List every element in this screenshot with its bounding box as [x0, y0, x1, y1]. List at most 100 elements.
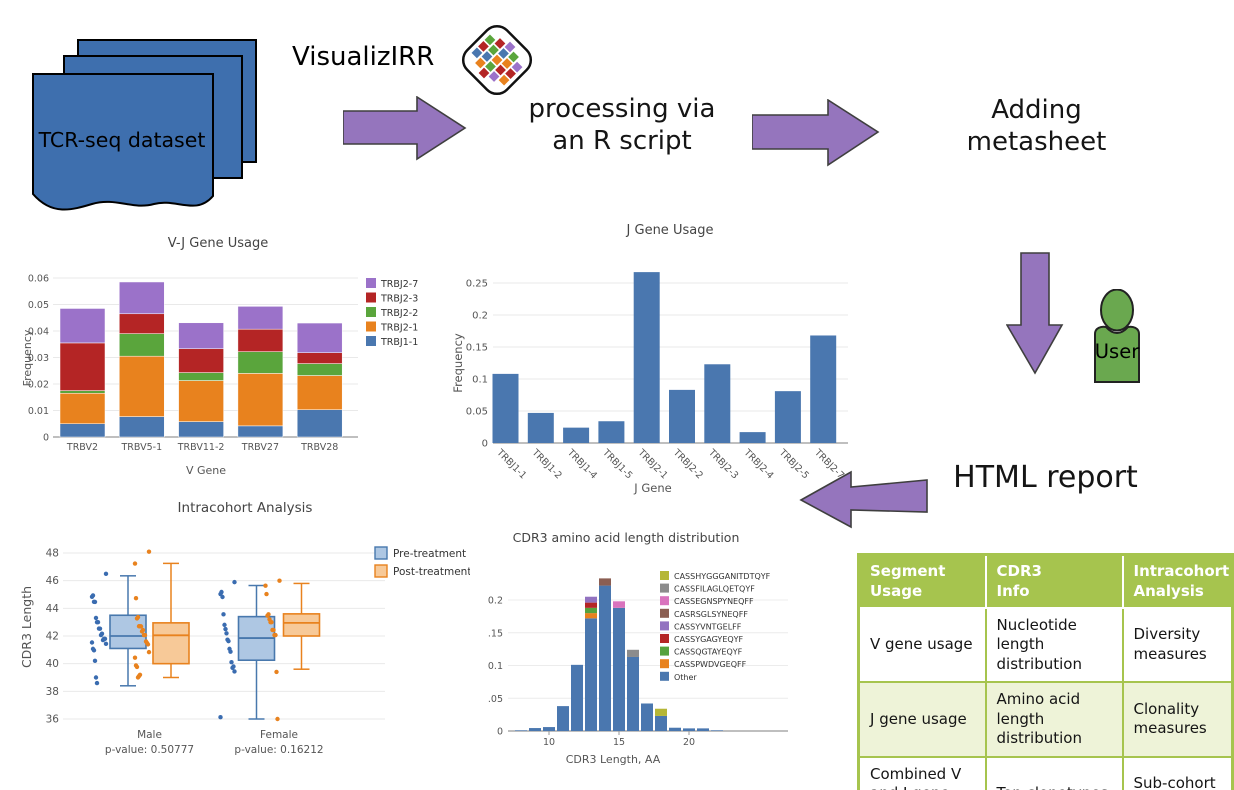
processing-step-line1: processing via [528, 93, 716, 124]
svg-text:40: 40 [46, 658, 59, 670]
metasheet-step-line2: metasheet [966, 127, 1107, 157]
svg-text:0.05: 0.05 [28, 300, 49, 311]
svg-text:0: 0 [482, 439, 488, 450]
svg-text:TRBJ2-2: TRBJ2-2 [380, 308, 418, 319]
table-cell: Diversity measures [1121, 606, 1234, 683]
svg-text:TRBJ2-4: TRBJ2-4 [741, 447, 776, 482]
dataset-documents-icon: TCR-seq dataset [32, 39, 257, 211]
j-gene-usage-chart: 0 0.05 0.1 0.15 0.2 0.25 TRBJ1-1 TRBJ1-2 TRBJ1-4… [451, 223, 848, 495]
svg-text:Intracohort Analysis: Intracohort Analysis [178, 500, 313, 516]
html-report-box: HTML report [940, 417, 1151, 539]
svg-text:CASRSGLSYNEQFF: CASRSGLSYNEQFF [674, 610, 748, 619]
svg-text:0.2: 0.2 [488, 596, 503, 607]
svg-text:TRBJ1-5: TRBJ1-5 [600, 447, 635, 482]
table-cell: Top clonotypes [984, 755, 1124, 790]
table-header-cell: CDR3 Info [984, 553, 1124, 609]
visualizirr-logo-icon [461, 24, 533, 96]
table-row: Combined V and J gene usageTop clonotype… [857, 755, 1234, 790]
svg-text:CASSPWDVGEQFF: CASSPWDVGEQFF [674, 660, 747, 669]
svg-text:0.25: 0.25 [466, 279, 488, 290]
svg-text:46: 46 [46, 575, 60, 587]
svg-text:CDR3 Length, AA: CDR3 Length, AA [566, 753, 661, 766]
svg-text:V Gene: V Gene [186, 464, 226, 477]
user-label: User [1095, 340, 1140, 363]
table-cell: V gene usage [857, 606, 987, 683]
svg-text:p-value: 0.50777: p-value: 0.50777 [105, 744, 194, 756]
svg-text:0.2: 0.2 [472, 311, 488, 322]
svg-text:Other: Other [674, 673, 697, 682]
svg-text:Female: Female [260, 729, 298, 741]
table-header-cell: Segment Usage [857, 553, 987, 609]
svg-text:J Gene: J Gene [633, 481, 671, 495]
svg-text:TRBJ2-1: TRBJ2-1 [635, 447, 670, 482]
svg-text:CASSQGTAYEQYF: CASSQGTAYEQYF [674, 648, 743, 657]
cdr3-length-distribution-chart: 0 .05 0.1 .15 0.2 10 15 20 CDR3 amino acid lengt… [488, 530, 788, 766]
arrow-processing-to-metasheet-icon [752, 99, 880, 167]
html-report-label: HTML report [953, 459, 1138, 495]
report-summary-table: Segment Usage CDR3 Info Intracohort Analysis V… [857, 553, 1234, 790]
svg-text:TRBJ1-2: TRBJ1-2 [529, 447, 564, 482]
svg-text:TRBV11-2: TRBV11-2 [177, 442, 225, 453]
svg-text:0: 0 [497, 727, 503, 738]
svg-text:TRBJ1-4: TRBJ1-4 [564, 447, 599, 482]
svg-text:42: 42 [46, 631, 59, 643]
svg-text:TRBV27: TRBV27 [241, 442, 279, 453]
svg-text:Frequency: Frequency [451, 333, 465, 393]
svg-text:CASSEGNSPYNEQFF: CASSEGNSPYNEQFF [674, 597, 754, 606]
svg-text:0.03: 0.03 [28, 353, 49, 364]
svg-text:0.06: 0.06 [28, 274, 49, 285]
table-cell: Clonality measures [1121, 681, 1234, 758]
svg-text:TRBJ1-1: TRBJ1-1 [380, 337, 418, 348]
arrow-report-to-charts-icon [799, 470, 928, 529]
svg-text:TRBJ2-1: TRBJ2-1 [380, 323, 418, 334]
svg-text:CASSYVNTGELFF: CASSYVNTGELFF [674, 622, 742, 631]
svg-text:TRBJ2-7: TRBJ2-7 [380, 279, 418, 290]
metasheet-step-box: Adding metasheet [927, 64, 1146, 190]
svg-text:p-value: 0.16212: p-value: 0.16212 [234, 744, 323, 756]
svg-text:0.1: 0.1 [472, 375, 488, 386]
svg-text:TRBJ2-2: TRBJ2-2 [670, 447, 705, 482]
svg-text:TRBJ2-7: TRBJ2-7 [811, 447, 846, 482]
intracohort-analysis-chart: 36 38 40 42 44 46 48 Male p-value: 0.50777 Female… [19, 500, 470, 756]
svg-text:Pre-treatment: Pre-treatment [393, 548, 466, 560]
svg-text:TRBV2: TRBV2 [66, 442, 98, 453]
svg-text:TRBV28: TRBV28 [300, 442, 338, 453]
svg-text:CASSFILAGLQETQYF: CASSFILAGLQETQYF [674, 585, 755, 594]
svg-text:Post-treatment: Post-treatment [393, 566, 470, 578]
svg-text:0.04: 0.04 [28, 327, 49, 338]
svg-text:0.1: 0.1 [488, 661, 503, 672]
svg-text:CASSHYGGGANITDTQYF: CASSHYGGGANITDTQYF [674, 572, 771, 581]
svg-text:10: 10 [543, 737, 555, 748]
svg-text:Male: Male [137, 729, 162, 741]
svg-text:0: 0 [43, 433, 49, 444]
svg-text:48: 48 [46, 548, 59, 560]
svg-text:44: 44 [46, 603, 60, 615]
svg-text:CDR3 amino acid length distrib: CDR3 amino acid length distribution [513, 530, 740, 545]
svg-text:15: 15 [613, 737, 625, 748]
svg-text:20: 20 [683, 737, 695, 748]
arrow-metasheet-to-report-icon [1006, 252, 1064, 375]
arrow-dataset-to-processing-icon [343, 96, 467, 161]
svg-text:36: 36 [46, 714, 60, 726]
svg-text:CDR3 Length: CDR3 Length [19, 586, 34, 668]
table-cell: Nucleotide length distribution [984, 606, 1124, 683]
svg-text:TRBJ2-5: TRBJ2-5 [776, 447, 811, 482]
table-cell: Combined V and J gene usage [857, 755, 987, 790]
svg-text:Frequency: Frequency [21, 329, 34, 386]
svg-text:TRBJ2-3: TRBJ2-3 [380, 294, 418, 305]
user-icon: User [1094, 289, 1140, 383]
table-header-cell: Intracohort Analysis [1121, 553, 1234, 609]
table-cell: Amino acid length distribution [984, 681, 1124, 758]
svg-text:0.15: 0.15 [466, 343, 488, 354]
svg-text:V-J Gene Usage: V-J Gene Usage [168, 236, 268, 251]
svg-text:TRBV5-1: TRBV5-1 [120, 442, 162, 453]
processing-step-line2: an R script [552, 125, 692, 156]
table-header-row: Segment Usage CDR3 Info Intracohort Analysis [857, 553, 1234, 609]
svg-text:.15: .15 [488, 628, 503, 639]
svg-text:0.02: 0.02 [28, 380, 49, 391]
table-cell: J gene usage [857, 681, 987, 758]
dataset-label: TCR-seq dataset [38, 128, 206, 152]
table-row: V gene usage Nucleotide length distributi… [857, 606, 1234, 683]
svg-text:TRBJ2-3: TRBJ2-3 [705, 447, 740, 482]
